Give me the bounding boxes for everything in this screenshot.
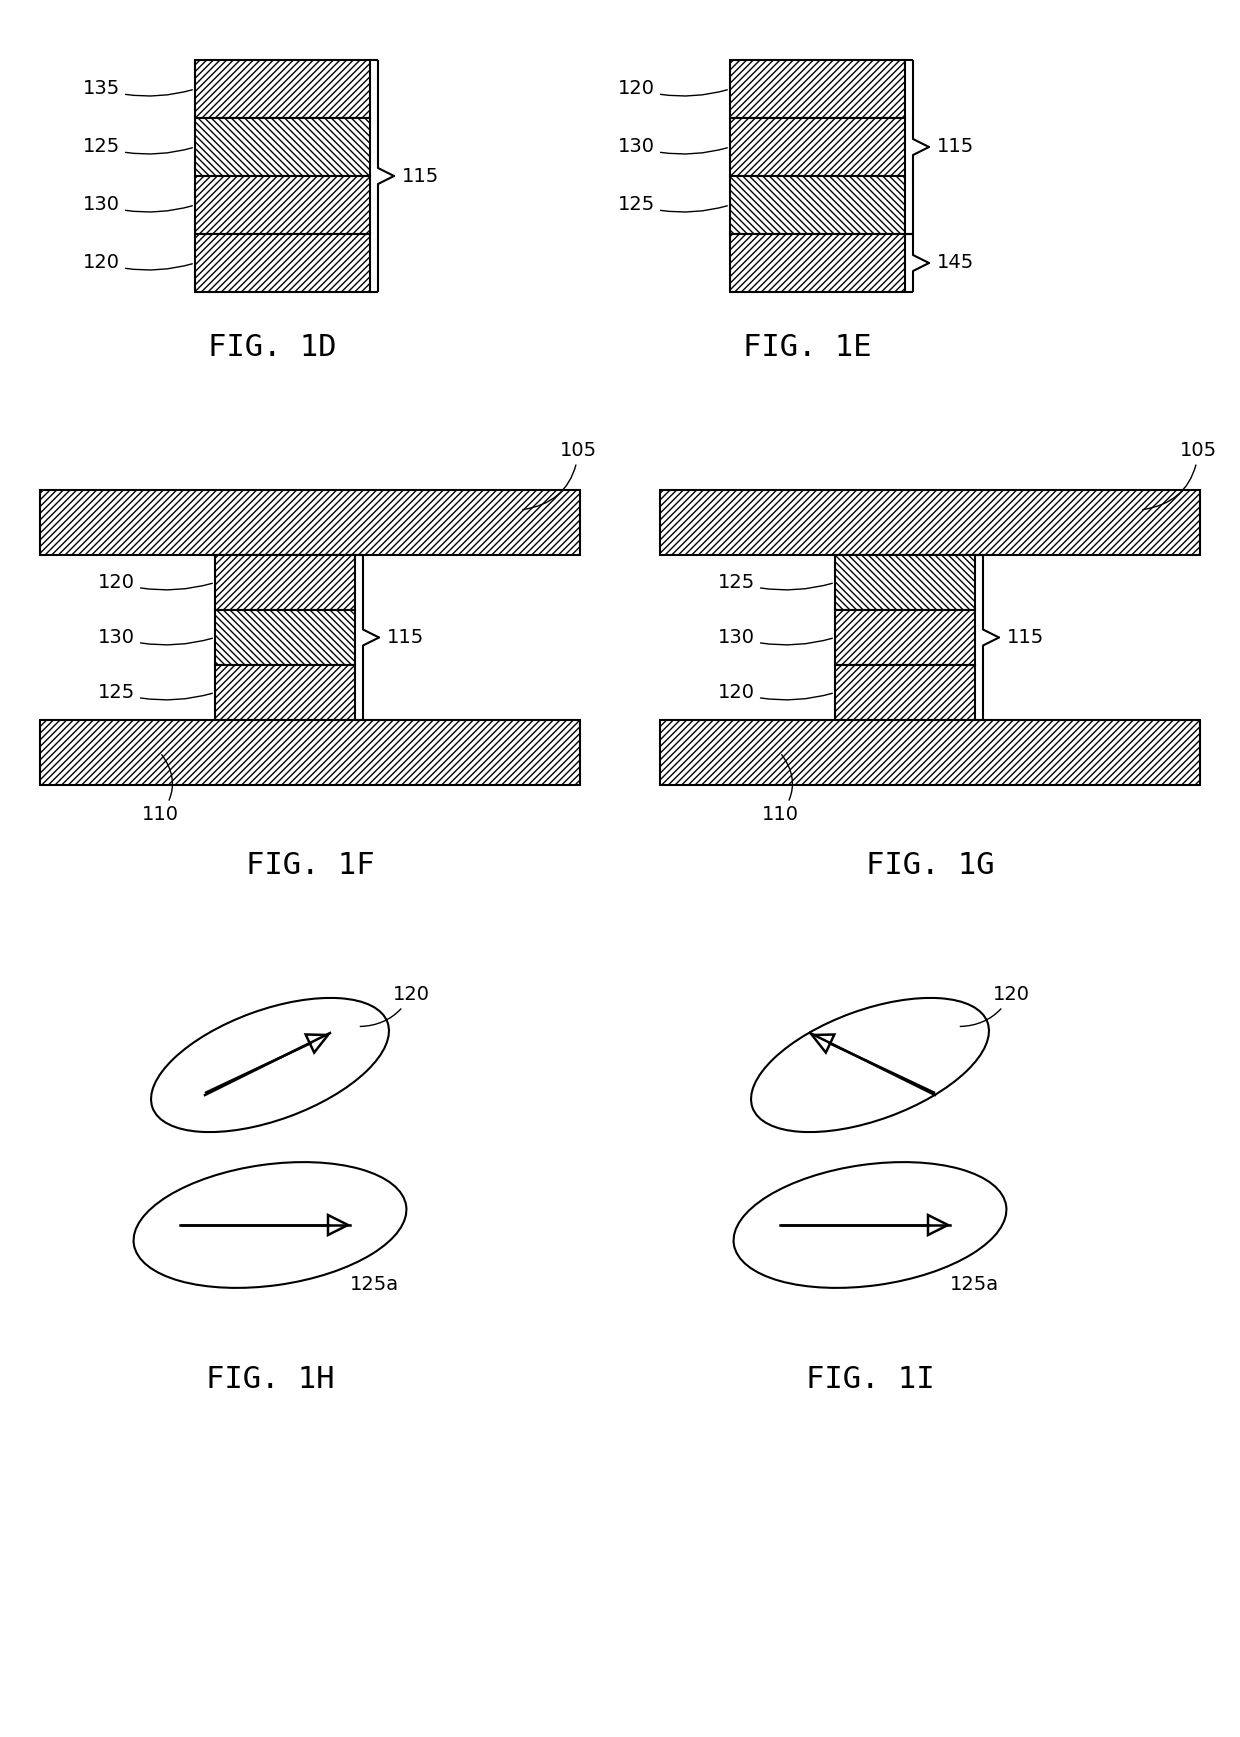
Bar	[730, 118, 905, 175]
Bar	[195, 175, 370, 234]
Text: 120: 120	[960, 985, 1029, 1027]
Text: 120: 120	[718, 683, 832, 702]
Bar	[40, 721, 580, 785]
Text: 130: 130	[98, 629, 212, 646]
Ellipse shape	[151, 999, 389, 1133]
Text: 125: 125	[718, 573, 832, 592]
Bar	[195, 234, 370, 292]
Text: 125: 125	[618, 196, 728, 214]
Ellipse shape	[751, 999, 990, 1133]
Text: 105: 105	[1143, 441, 1218, 509]
Text: 145: 145	[937, 254, 975, 273]
Text: 120: 120	[361, 985, 429, 1027]
Bar	[215, 556, 355, 610]
Text: FIG. 1G: FIG. 1G	[866, 851, 994, 879]
Text: FIG. 1F: FIG. 1F	[246, 851, 374, 879]
Text: 125: 125	[83, 137, 192, 156]
Bar	[215, 610, 355, 665]
Bar	[730, 175, 905, 234]
Ellipse shape	[134, 1162, 407, 1287]
Bar	[660, 721, 1200, 785]
Bar	[195, 61, 370, 118]
Bar	[215, 665, 355, 721]
Polygon shape	[329, 1214, 348, 1235]
Bar	[730, 234, 905, 292]
Bar	[835, 556, 975, 610]
Bar	[195, 118, 370, 175]
Text: 120: 120	[98, 573, 212, 592]
Text: 115: 115	[1007, 629, 1044, 646]
Text: FIG. 1D: FIG. 1D	[208, 332, 337, 361]
Text: 135: 135	[83, 80, 192, 99]
Polygon shape	[305, 1035, 329, 1053]
Bar	[835, 610, 975, 665]
Text: 130: 130	[618, 137, 728, 156]
Text: 110: 110	[761, 754, 799, 825]
Text: 110: 110	[141, 754, 179, 825]
Text: FIG. 1E: FIG. 1E	[743, 332, 872, 361]
Text: 130: 130	[718, 629, 832, 646]
Text: 125a: 125a	[350, 1275, 399, 1294]
Text: 125a: 125a	[950, 1275, 999, 1294]
Text: 105: 105	[523, 441, 598, 509]
Polygon shape	[812, 1035, 835, 1053]
Text: FIG. 1I: FIG. 1I	[806, 1365, 934, 1395]
Polygon shape	[928, 1214, 949, 1235]
Bar	[730, 61, 905, 118]
Text: 130: 130	[83, 196, 192, 214]
Text: FIG. 1H: FIG. 1H	[206, 1365, 335, 1395]
Bar	[835, 665, 975, 721]
Text: 120: 120	[83, 254, 192, 273]
Text: 115: 115	[387, 629, 424, 646]
Text: 115: 115	[402, 167, 439, 186]
Text: 125: 125	[98, 683, 212, 702]
Text: 120: 120	[618, 80, 728, 99]
Bar	[660, 490, 1200, 556]
Bar	[40, 490, 580, 556]
Ellipse shape	[734, 1162, 1007, 1287]
Text: 115: 115	[937, 137, 975, 156]
